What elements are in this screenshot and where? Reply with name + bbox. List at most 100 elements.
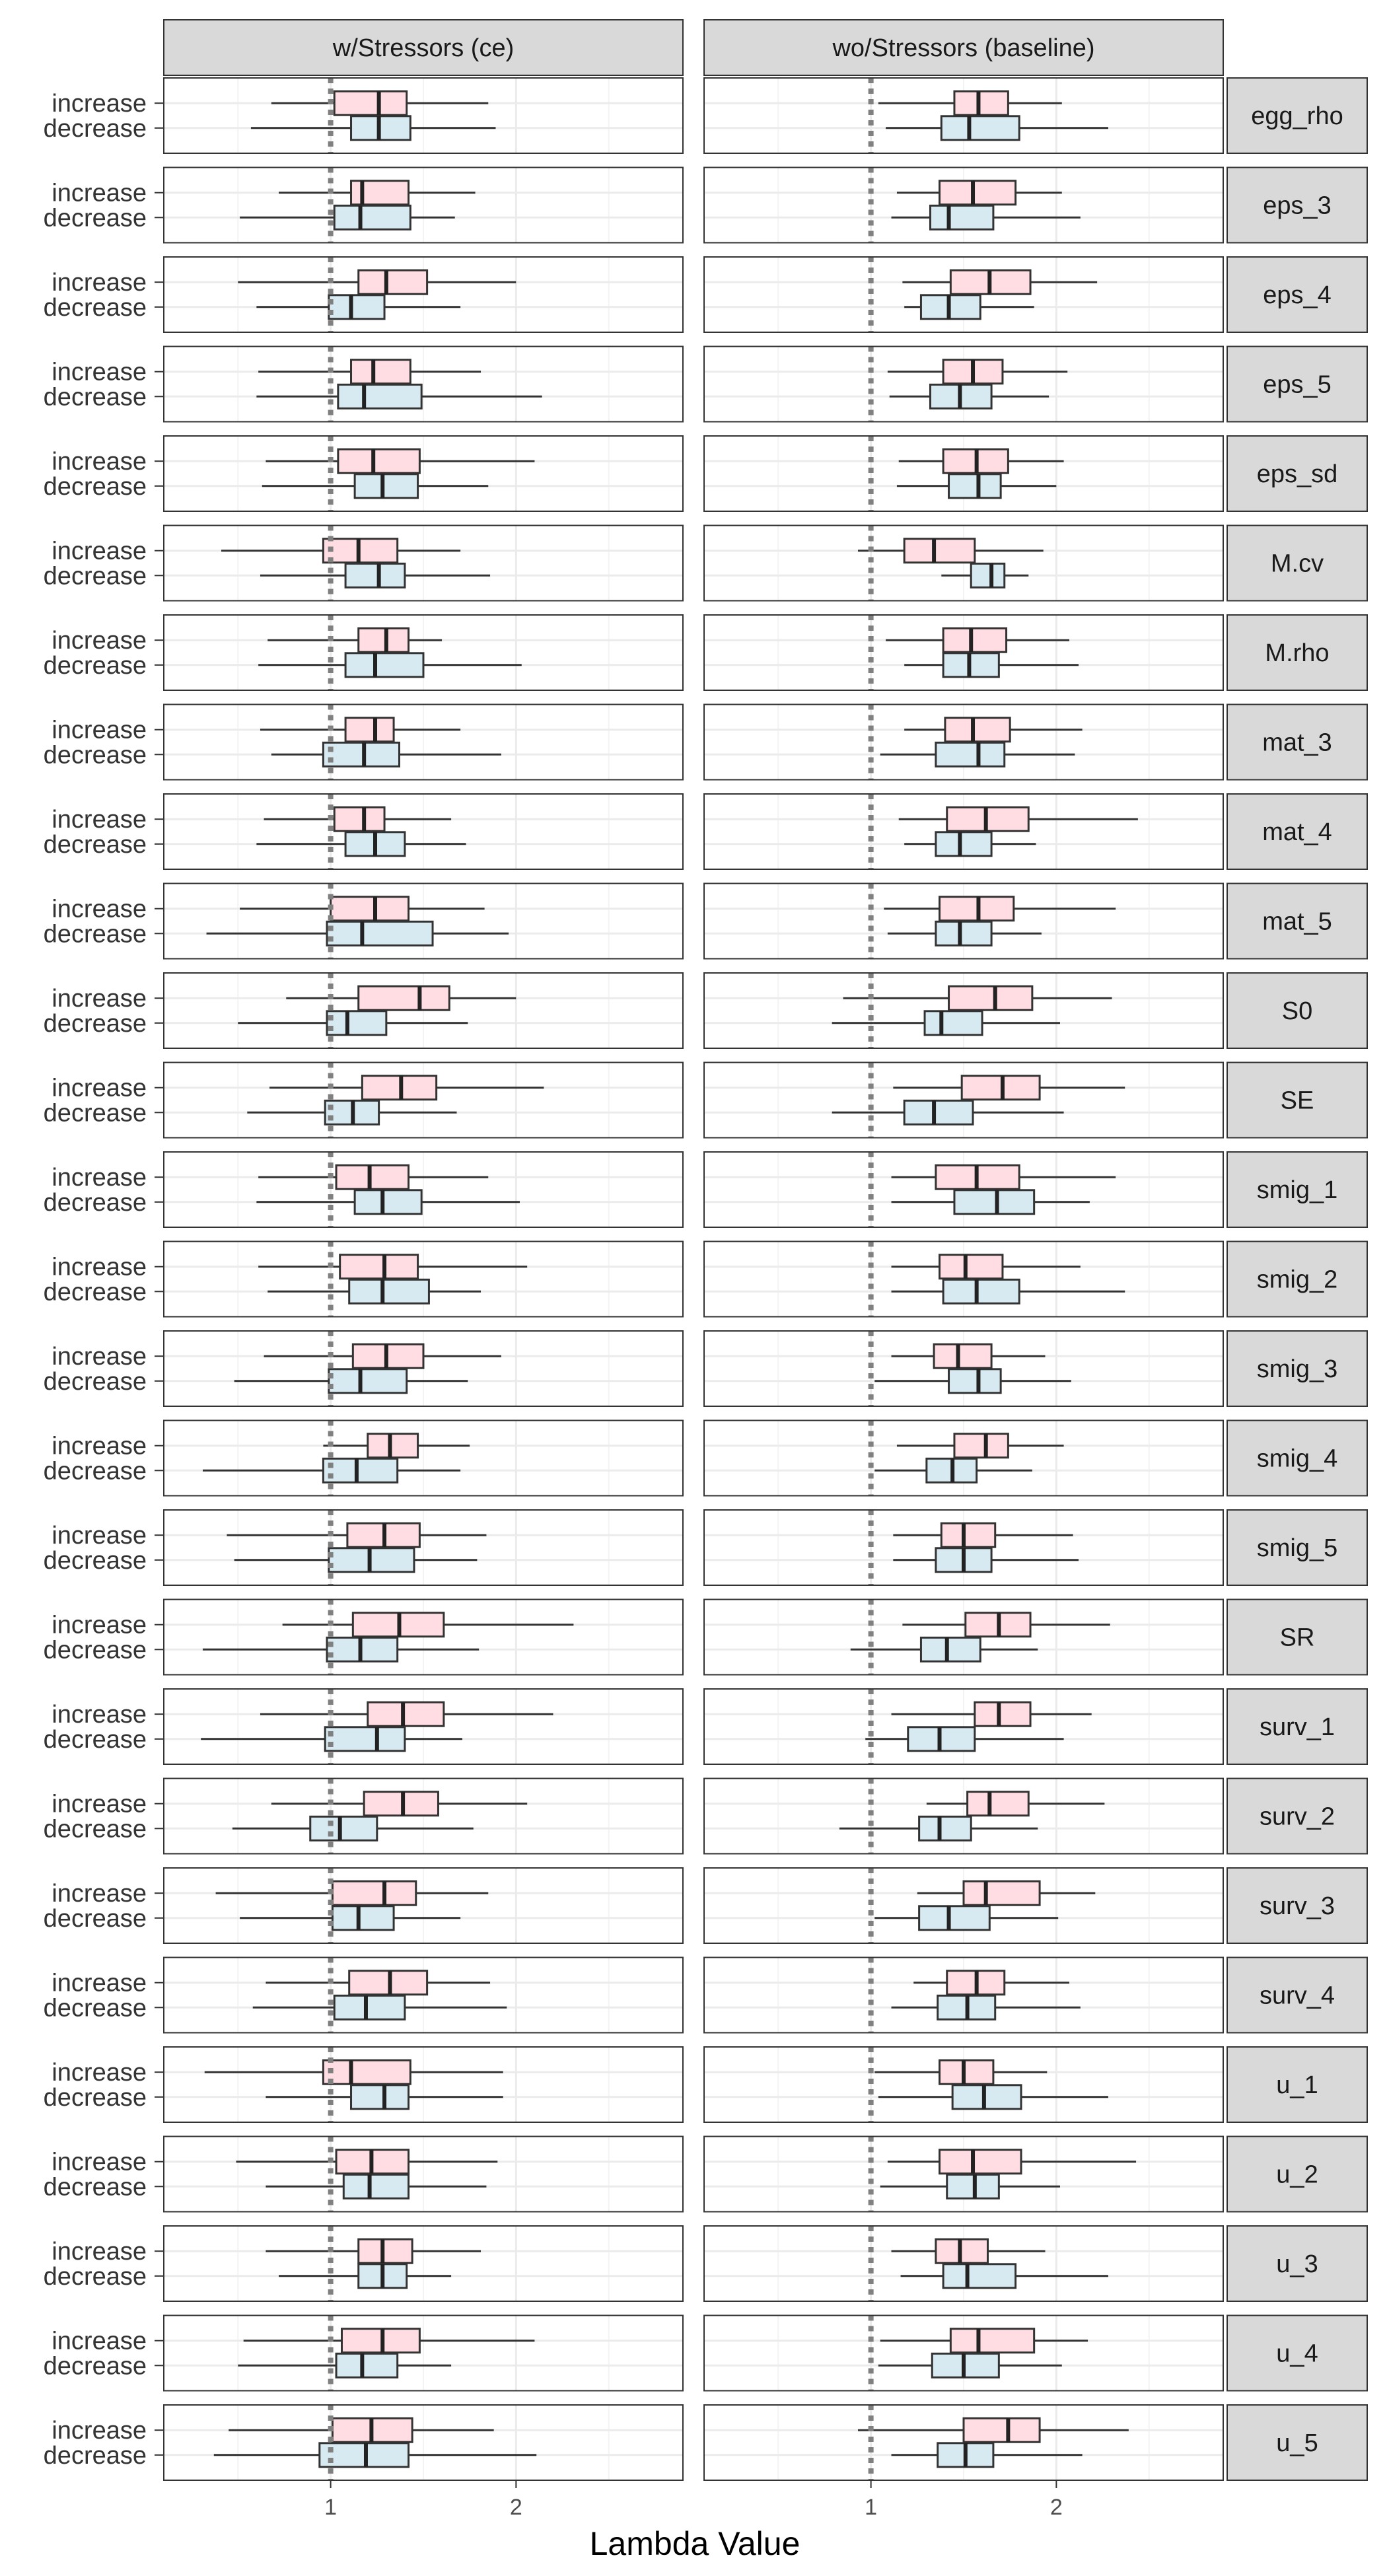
category-label-decrease: decrease bbox=[44, 562, 147, 590]
box-increase bbox=[350, 359, 411, 385]
box-increase bbox=[933, 1343, 993, 1369]
box-decrease bbox=[309, 1815, 378, 1842]
box-increase bbox=[948, 985, 1034, 1011]
row-strip bbox=[1227, 77, 1368, 154]
row-strip-label: smig_3 bbox=[1257, 1355, 1338, 1383]
box-decrease bbox=[918, 1815, 972, 1842]
category-label-increase: increase bbox=[52, 627, 147, 655]
row-strip-label: surv_1 bbox=[1260, 1713, 1335, 1741]
category-label-increase: increase bbox=[52, 1433, 147, 1460]
row-strip bbox=[1227, 1509, 1368, 1586]
box-increase bbox=[339, 1254, 419, 1280]
box-increase bbox=[331, 1880, 417, 1906]
box-increase bbox=[974, 1701, 1032, 1727]
panel-border bbox=[703, 1151, 1224, 1228]
panel-border bbox=[703, 1777, 1224, 1855]
box-increase bbox=[903, 538, 976, 564]
box-decrease bbox=[324, 1726, 406, 1752]
panel-border bbox=[163, 166, 684, 244]
box-increase bbox=[962, 2417, 1041, 2443]
box-increase bbox=[357, 985, 450, 1011]
row-strip bbox=[1227, 2046, 1368, 2123]
box-decrease bbox=[929, 204, 995, 231]
panel-border bbox=[703, 524, 1224, 602]
row-strip bbox=[1227, 1598, 1368, 1676]
panel-border bbox=[703, 1688, 1224, 1765]
category-label-increase: increase bbox=[52, 1075, 147, 1102]
panel-border bbox=[703, 882, 1224, 960]
box-increase bbox=[357, 2238, 413, 2264]
x-tick-label: 2 bbox=[1050, 2495, 1063, 2520]
box-decrease bbox=[328, 294, 386, 320]
row-strip-label: surv_3 bbox=[1260, 1892, 1335, 1920]
category-label-increase: increase bbox=[52, 2149, 147, 2176]
x-tick-label: 1 bbox=[865, 2495, 877, 2520]
box-increase bbox=[966, 1791, 1030, 1817]
box-decrease bbox=[326, 1010, 388, 1036]
panel-border bbox=[703, 435, 1224, 512]
row-strip-label: smig_4 bbox=[1257, 1445, 1338, 1473]
panel-border bbox=[703, 166, 1224, 244]
category-label-increase: increase bbox=[52, 448, 147, 476]
category-label-decrease: decrease bbox=[44, 1994, 147, 2022]
row-strip bbox=[1227, 1061, 1368, 1139]
panel-border bbox=[703, 703, 1224, 781]
category-label-increase: increase bbox=[52, 359, 147, 386]
category-label-increase: increase bbox=[52, 2328, 147, 2355]
panel-border bbox=[703, 1061, 1224, 1139]
row-strip-label: u_4 bbox=[1276, 2340, 1318, 2368]
row-strip-label: eps_5 bbox=[1263, 371, 1332, 399]
box-decrease bbox=[328, 1368, 408, 1394]
box-decrease bbox=[940, 115, 1020, 141]
box-increase bbox=[367, 1701, 445, 1727]
category-label-decrease: decrease bbox=[44, 1815, 147, 1843]
category-label-decrease: decrease bbox=[44, 1547, 147, 1575]
box-increase bbox=[949, 2328, 1036, 2354]
row-strip bbox=[1227, 1419, 1368, 1497]
row-strip-label: u_3 bbox=[1276, 2250, 1318, 2278]
box-increase bbox=[344, 717, 395, 743]
category-label-increase: increase bbox=[52, 1164, 147, 1192]
category-label-decrease: decrease bbox=[44, 652, 147, 680]
panel-border bbox=[163, 1330, 684, 1407]
panel-border bbox=[163, 703, 684, 781]
row-strip bbox=[1227, 793, 1368, 870]
panel-border bbox=[703, 1240, 1224, 1318]
row-strip bbox=[1227, 1240, 1368, 1318]
box-decrease bbox=[948, 473, 1002, 499]
box-increase bbox=[940, 1522, 997, 1548]
panel-border bbox=[703, 2135, 1224, 2213]
row-strip bbox=[1227, 256, 1368, 333]
category-label-decrease: decrease bbox=[44, 115, 147, 143]
box-decrease bbox=[903, 1099, 974, 1126]
box-decrease bbox=[918, 1905, 991, 1931]
box-decrease bbox=[333, 204, 411, 231]
category-label-increase: increase bbox=[52, 180, 147, 207]
panel-border bbox=[703, 972, 1224, 1049]
category-label-increase: increase bbox=[52, 1701, 147, 1729]
category-label-decrease: decrease bbox=[44, 2084, 147, 2112]
category-label-increase: increase bbox=[52, 1522, 147, 1550]
box-increase bbox=[944, 717, 1011, 743]
row-strip bbox=[1227, 524, 1368, 602]
category-label-increase: increase bbox=[52, 2417, 147, 2445]
panel-border bbox=[163, 614, 684, 691]
panel-border bbox=[163, 1061, 684, 1139]
row-strip bbox=[1227, 2404, 1368, 2481]
row-strip bbox=[1227, 882, 1368, 960]
box-decrease bbox=[923, 1010, 983, 1036]
panel-border bbox=[163, 1598, 684, 1676]
column-strip-label: wo/Stressors (baseline) bbox=[832, 34, 1094, 62]
category-label-decrease: decrease bbox=[44, 383, 147, 411]
row-strip bbox=[1227, 345, 1368, 423]
box-decrease bbox=[935, 741, 1006, 768]
box-decrease bbox=[333, 1994, 406, 2021]
panel-border bbox=[703, 1598, 1224, 1676]
panel-border bbox=[703, 1509, 1224, 1586]
category-label-decrease: decrease bbox=[44, 2173, 147, 2201]
box-decrease bbox=[353, 473, 419, 499]
box-increase bbox=[953, 90, 1009, 116]
category-label-increase: increase bbox=[52, 1970, 147, 1997]
row-strip-label: u_2 bbox=[1276, 2161, 1318, 2189]
